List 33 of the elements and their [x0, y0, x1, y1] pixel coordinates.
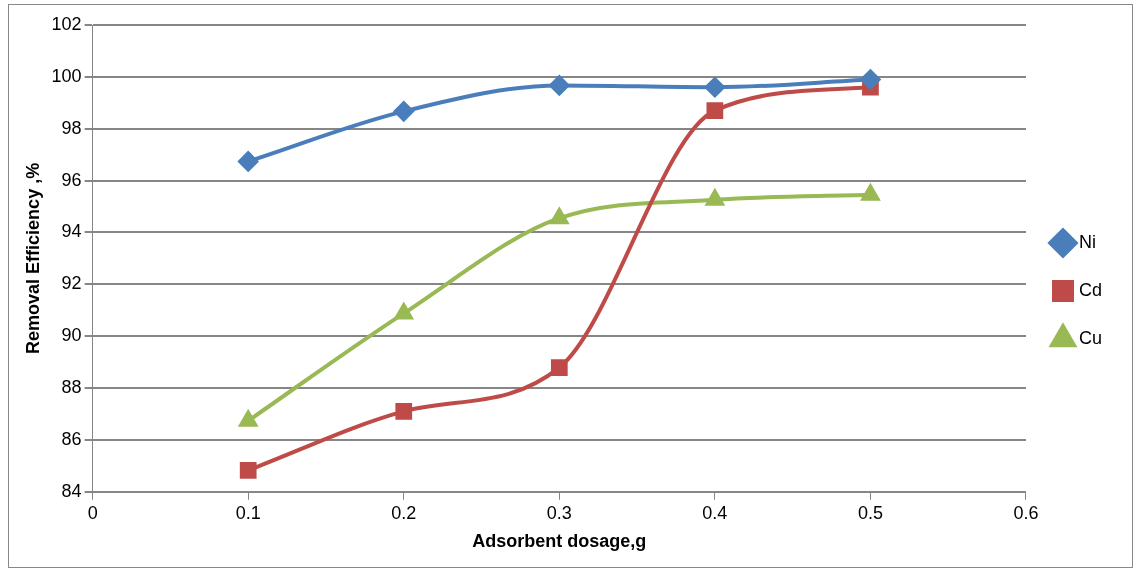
point — [395, 403, 413, 420]
legend-label: Cd — [1078, 279, 1103, 300]
point — [550, 208, 569, 225]
legend-label: Cu — [1078, 327, 1103, 348]
y-tick-label: 88 — [61, 377, 82, 398]
x-tick-label: 0 — [87, 502, 98, 523]
y-tick-label: 90 — [61, 325, 82, 346]
y-tick-label: 100 — [51, 65, 82, 86]
y-tick-label: 92 — [61, 273, 82, 294]
x-tick-label: 0.4 — [702, 502, 728, 523]
x-tick-label: 0.5 — [857, 502, 883, 523]
y-tick-label: 94 — [61, 221, 82, 242]
y-tick-label: 98 — [61, 117, 82, 138]
point — [549, 75, 570, 96]
x-tick-label: 0.1 — [235, 502, 261, 523]
point — [394, 303, 413, 320]
x-axis-title: Adsorbent dosage,g — [472, 531, 647, 552]
point — [393, 101, 414, 122]
point — [550, 359, 568, 376]
point — [706, 102, 724, 119]
y-tick-label: 102 — [51, 13, 82, 34]
point — [860, 69, 881, 90]
point — [239, 461, 257, 479]
point — [704, 77, 725, 98]
point — [238, 151, 259, 172]
y-tick-label: 84 — [61, 480, 82, 501]
x-tick-label: 0.6 — [1013, 502, 1039, 523]
x-tick-label: 0.3 — [546, 502, 572, 523]
y-tick-label: 96 — [61, 169, 82, 190]
legend-label: Ni — [1078, 231, 1096, 252]
x-tick-label: 0.2 — [391, 502, 417, 523]
y-axis-title: Removal Efficiency ,% — [22, 162, 43, 354]
y-tick-label: 86 — [61, 428, 82, 449]
